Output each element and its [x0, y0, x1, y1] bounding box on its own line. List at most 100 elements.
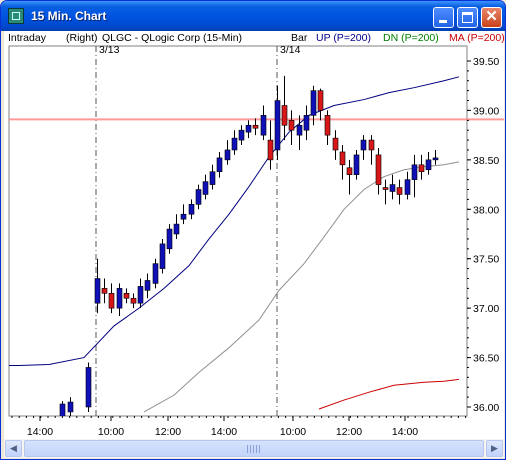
candle-body — [339, 151, 346, 166]
candle-body — [360, 139, 367, 151]
candle-body — [195, 189, 202, 205]
candle-body — [252, 124, 259, 129]
y-tick-label: 37.50 — [473, 254, 499, 266]
close-icon: ✕ — [485, 8, 498, 25]
down-candle — [252, 118, 259, 136]
candle-body — [94, 278, 101, 304]
candle-body — [353, 154, 360, 175]
down-candle — [108, 283, 115, 314]
y-tick-label: 39.50 — [473, 56, 499, 68]
down-candle — [332, 130, 339, 160]
candle-body — [382, 187, 389, 190]
candle-body — [144, 280, 151, 291]
price-chart[interactable]: 3/13 3/14 39.50 39.00 38.50 38.00 37.50 37.00 36… — [4, 31, 504, 439]
candle-body — [159, 243, 166, 269]
up-candle — [274, 85, 281, 160]
x-tick-label: 14:00 — [392, 426, 418, 438]
header-dn-band: DN (P=200) — [383, 32, 439, 44]
header-ma: MA (P=200) — [449, 32, 505, 44]
down-candle — [346, 159, 353, 195]
candle-body — [137, 286, 144, 304]
lower-band-line — [143, 161, 460, 413]
up-candle — [188, 199, 195, 220]
candle-body — [288, 120, 295, 131]
candle-body — [209, 171, 216, 185]
plot-frame — [8, 45, 468, 417]
arrow-left-icon: ◀ — [10, 443, 17, 453]
candle-body — [375, 154, 382, 185]
down-candle — [339, 145, 346, 180]
maximize-icon — [462, 12, 473, 23]
date-marker-label: 3/13 — [99, 44, 120, 56]
candle-body — [324, 115, 331, 136]
candle-body — [67, 401, 74, 413]
down-candle — [267, 120, 274, 170]
candle-body — [202, 181, 209, 195]
y-tick-label: 38.00 — [473, 204, 499, 216]
candle-body — [432, 157, 439, 161]
maximize-button[interactable] — [457, 7, 478, 28]
up-candle — [67, 397, 74, 416]
y-tick-label: 38.50 — [473, 155, 499, 167]
up-candle — [310, 85, 317, 126]
candle-body — [396, 187, 403, 195]
close-button[interactable]: ✕ — [481, 7, 502, 28]
upper-band-line — [9, 76, 460, 366]
candle-body — [188, 204, 195, 215]
candle-body — [216, 157, 223, 173]
up-candle — [260, 105, 267, 141]
up-candle — [159, 238, 166, 274]
up-candle — [85, 362, 92, 412]
up-candle — [166, 224, 173, 254]
candle-body — [231, 137, 238, 151]
x-tick-label: 10:00 — [280, 426, 306, 438]
scroll-thumb[interactable] — [24, 440, 484, 457]
candle-body — [130, 297, 137, 304]
up-candle — [245, 120, 252, 139]
up-candle — [238, 125, 245, 146]
arrow-right-icon: ▶ — [491, 443, 498, 453]
down-candle — [101, 278, 108, 304]
candle-body — [389, 184, 396, 192]
up-candle — [389, 174, 396, 200]
candle-body — [166, 228, 173, 250]
up-candle — [224, 140, 231, 165]
title-bar[interactable]: 15 Min. Chart ✕ — [1, 1, 505, 31]
candle-body — [108, 293, 115, 309]
date-marker-label: 3/14 — [280, 44, 301, 56]
candle-body — [59, 403, 66, 416]
header-mode: Intraday — [8, 32, 46, 44]
up-candle — [360, 135, 367, 160]
candle-body — [85, 367, 92, 408]
x-tick-label: 12:00 — [336, 426, 362, 438]
candle-body — [281, 105, 288, 126]
down-candle — [288, 110, 295, 146]
candle-body — [152, 263, 159, 284]
y-tick-label: 37.00 — [473, 303, 499, 315]
candle-body — [404, 179, 411, 195]
candle-body — [310, 90, 317, 116]
minimize-button[interactable] — [433, 7, 454, 28]
candle-body — [267, 139, 274, 161]
header-scale: (Right) — [66, 32, 98, 44]
chart-app-icon[interactable] — [8, 8, 24, 24]
candle-body — [260, 115, 267, 136]
horizontal-scrollbar[interactable]: ◀ ▶ — [4, 439, 504, 458]
scroll-left-button[interactable]: ◀ — [5, 440, 22, 457]
candle-body — [116, 288, 123, 309]
candle-body — [245, 124, 252, 133]
up-candle — [296, 115, 303, 150]
down-candle — [418, 154, 425, 180]
x-tick-label: 14:00 — [211, 426, 237, 438]
candle-body — [303, 115, 310, 131]
candle-body — [346, 167, 353, 175]
scroll-right-button[interactable]: ▶ — [486, 440, 503, 457]
candle-body — [332, 137, 339, 151]
x-tick-label: 14:00 — [27, 426, 53, 438]
candle-body — [411, 164, 418, 180]
down-candle — [368, 135, 375, 165]
up-candle — [195, 184, 202, 210]
down-candle — [396, 179, 403, 205]
chart-area[interactable]: 3/13 3/14 39.50 39.00 38.50 38.00 37.50 37.00 36… — [4, 31, 505, 439]
up-candle — [353, 149, 360, 180]
